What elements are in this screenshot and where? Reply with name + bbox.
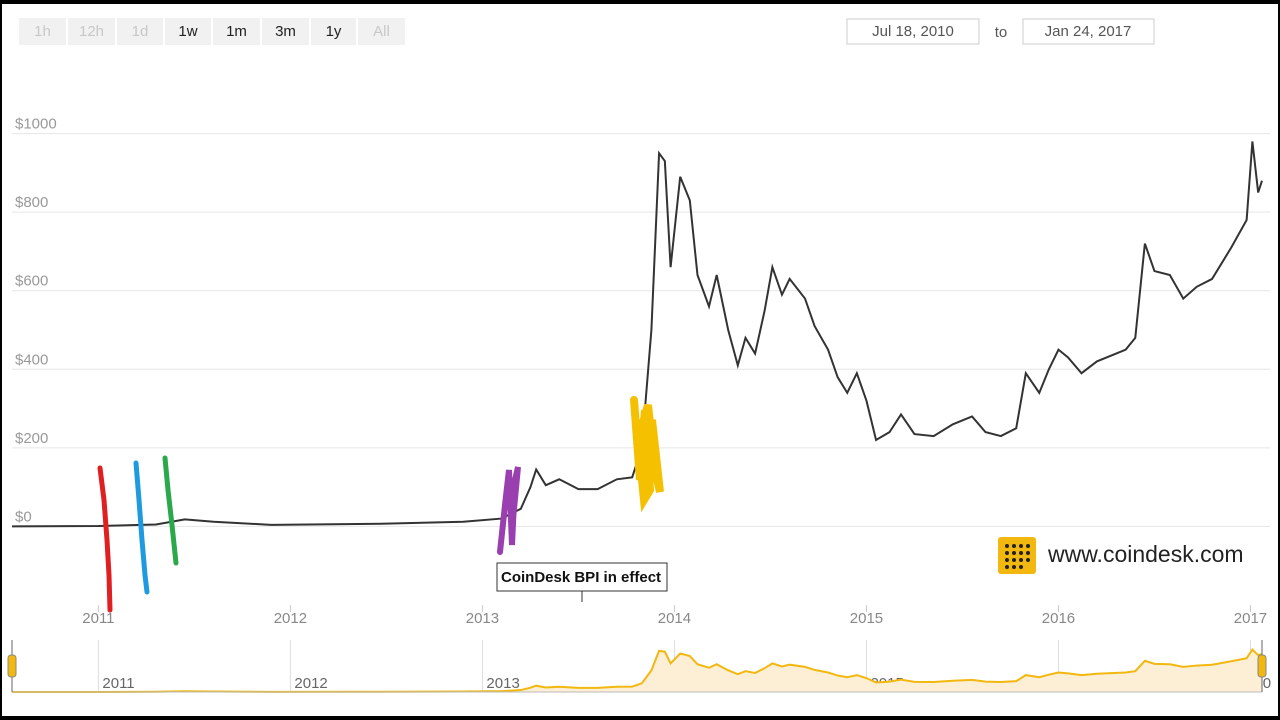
logo-dots [1005,544,1030,569]
x-tick-label: 2016 [1042,610,1075,627]
x-tick-label: 2014 [658,610,691,627]
range-button[interactable] [311,18,356,45]
range-button[interactable] [165,18,211,45]
scribble [97,465,113,613]
plot: $0 $200 $400 $600 $800 $1000 2011 2012 2013 2014 2… [11,116,1270,627]
range-button-label: All [373,23,390,40]
logo: www.coindesk.com [998,537,1244,574]
date-input[interactable] [1022,18,1155,45]
price-line [11,141,1263,528]
logo-text: www.coindesk.com [1047,541,1244,567]
x-tick-label: 2013 [466,610,499,627]
scribble [630,396,664,513]
range-button-label: 1d [132,23,149,40]
scribble [497,466,521,555]
background [2,4,1278,716]
y-tick-label: $600 [15,273,48,290]
y-tick-label: $1000 [15,116,57,133]
date-from: Jul 18, 2010 [872,23,954,40]
y-tick-label: $400 [15,351,48,368]
range-button-label: 12h [79,23,104,40]
range-button [117,18,163,45]
y-tick-label: $200 [15,430,48,447]
date-to: Jan 24, 2017 [1045,23,1132,40]
date-separator: to [995,24,1008,41]
range-button-label: 1w [178,23,197,40]
y-tick-label: $0 [15,508,32,525]
x-tick-label: 2011 [82,610,114,627]
x-tick-label: 2012 [274,610,307,627]
navigator-label: 2011 [102,675,134,692]
range-button [358,18,405,45]
annotation: CoinDesk BPI in effect [501,569,661,586]
date-input[interactable] [846,18,980,45]
range-button [19,18,66,45]
navigator-label: 2013 [486,675,519,692]
x-tick-label: 2017 [1234,610,1267,627]
navigator-line [11,647,1263,693]
logo-icon [998,537,1036,574]
range-button-label: 1y [326,23,342,40]
navigator-label: 2012 [294,675,327,692]
range-button[interactable] [213,18,260,45]
navigator-handle[interactable] [1257,654,1267,678]
range-button-label: 1m [226,23,247,40]
y-tick-label: $800 [15,194,48,211]
range-button-label: 1h [34,23,51,40]
range-button[interactable] [262,18,309,45]
navigator-handle[interactable] [7,654,17,678]
range-selector: 1h 12h 1d 1w 1m 3m 1y All [19,18,405,45]
annotation-box [496,562,668,592]
x-tick-label: 2015 [850,610,883,627]
scribble [133,460,150,595]
scribbles [97,396,664,613]
range-button [68,18,115,45]
scribble [162,455,179,566]
range-button-label: 3m [275,23,296,40]
